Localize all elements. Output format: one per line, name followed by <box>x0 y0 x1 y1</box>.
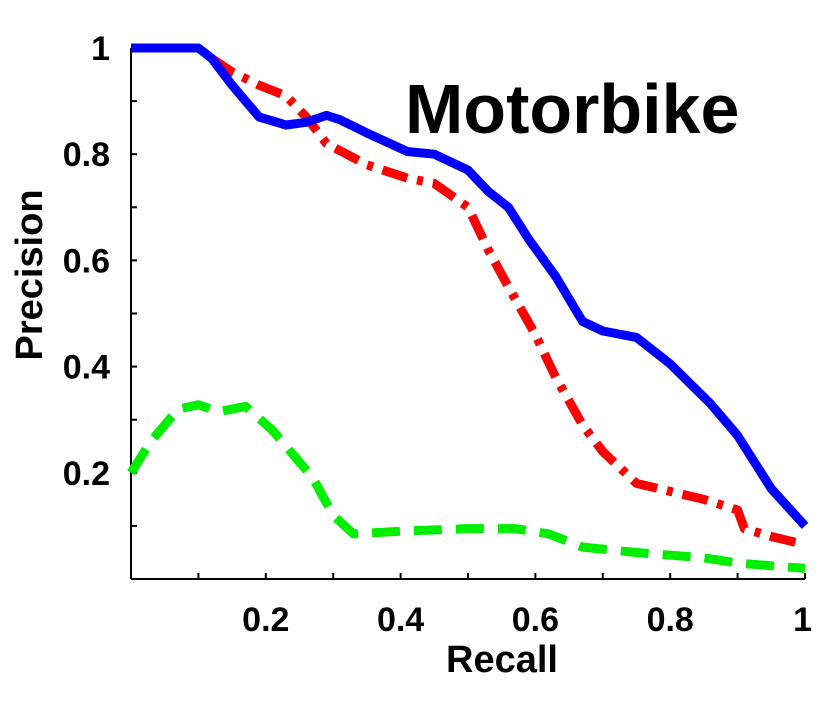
series-layer <box>127 43 809 573</box>
y-tick-label: 0.8 <box>63 136 110 174</box>
x-tick-label: 0.4 <box>377 601 424 639</box>
x-tick-label: 1 <box>793 601 812 639</box>
y-tick-label: 0.6 <box>63 242 110 280</box>
y-tick-label: 1 <box>91 30 110 68</box>
chart-title: Motorbike <box>405 70 739 148</box>
x-tick-label: 0.8 <box>647 601 694 639</box>
x-tick-label: 0.2 <box>242 601 289 639</box>
series-line-solid <box>131 43 809 529</box>
x-axis-label: Recall <box>446 639 558 681</box>
y-tick-label: 0.4 <box>63 349 110 387</box>
series-line-dashed <box>127 400 806 573</box>
y-axis-label: Precision <box>9 189 51 360</box>
x-axis-ticks: 0.2 0.4 0.6 0.8 1 <box>242 601 812 639</box>
y-tick-label: 0.2 <box>63 455 110 493</box>
x-tick-label: 0.6 <box>512 601 559 639</box>
y-axis-ticks: 0.2 0.4 0.6 0.8 1 <box>63 30 110 493</box>
